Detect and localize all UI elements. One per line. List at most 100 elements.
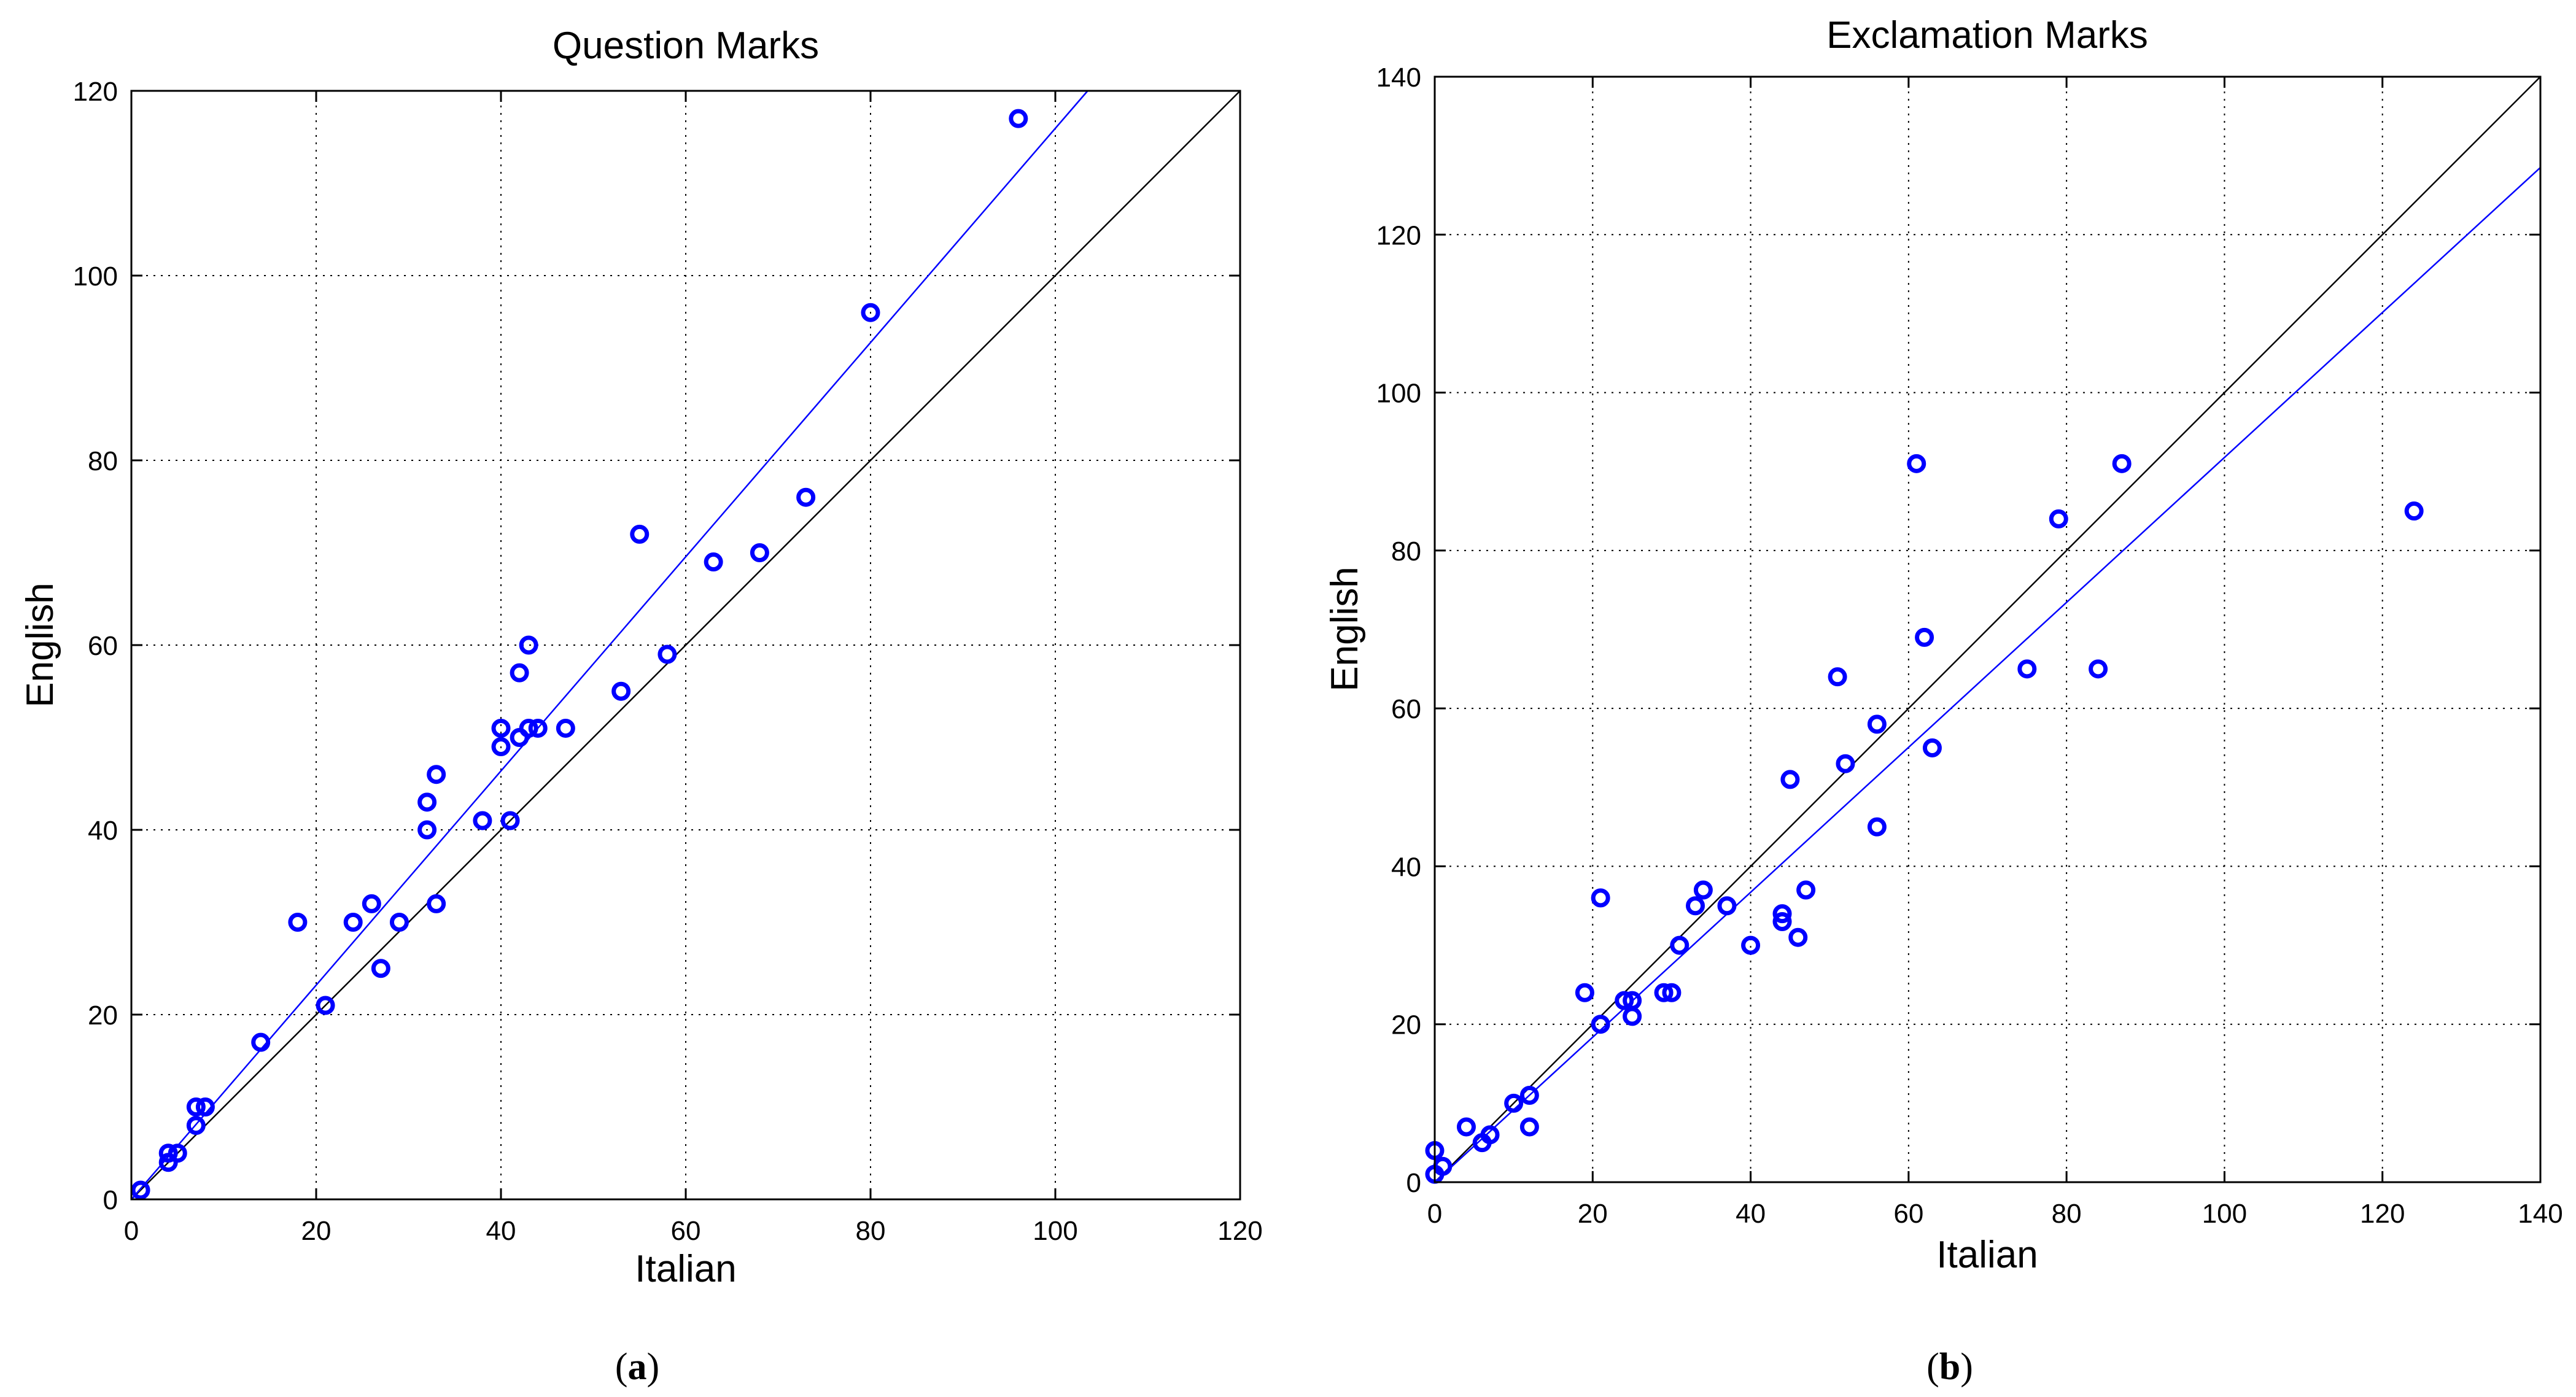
data-point (1788, 927, 1808, 947)
data-point (1796, 880, 1816, 900)
x-tick-label: 140 (2518, 1199, 2562, 1229)
caption-letter: b (1939, 1346, 1960, 1388)
y-tick-label: 120 (73, 77, 118, 107)
data-point (519, 718, 538, 738)
y-tick-label: 140 (1376, 63, 1421, 93)
x-tick-label: 120 (1217, 1216, 1262, 1246)
data-point (611, 681, 631, 701)
data-point (1519, 1117, 1539, 1137)
y-tick-label: 100 (1376, 379, 1421, 409)
x-axis-label: Italian (1936, 1234, 2038, 1276)
x-tick-label: 60 (671, 1216, 701, 1246)
data-point (427, 765, 446, 784)
x-tick-label: 0 (124, 1216, 139, 1246)
data-point (2089, 659, 2108, 679)
data-point (1717, 896, 1737, 916)
data-point (861, 303, 880, 322)
y-tick-label: 100 (73, 261, 118, 292)
data-point (1480, 1125, 1500, 1145)
caption-open: ( (1926, 1346, 1939, 1388)
x-tick-label: 100 (2202, 1199, 2247, 1229)
data-point (1772, 904, 1792, 924)
data-point (1907, 454, 1926, 473)
panel-question-marks: Question Marks 0 20 40 60 80 100 120 0 20 40 60 80 1… (19, 25, 1263, 1388)
data-point (158, 1144, 178, 1163)
y-tick-label: 0 (103, 1185, 118, 1215)
data-point (491, 737, 511, 757)
x-tick-label: 20 (1578, 1199, 1608, 1229)
data-point (1575, 983, 1594, 1002)
y-tick-label: 40 (1391, 852, 1421, 882)
data-point (1828, 667, 1847, 687)
data-point (1591, 1015, 1610, 1034)
caption-close: ) (647, 1346, 660, 1388)
x-axis-label: Italian (635, 1248, 736, 1290)
data-point (519, 635, 538, 655)
caption-close: ) (1960, 1346, 1973, 1388)
data-point (1670, 935, 1690, 955)
y-tick-label: 80 (88, 446, 118, 476)
y-tick-label: 60 (88, 631, 118, 661)
data-point (195, 1097, 215, 1116)
y-tick-label: 80 (1391, 536, 1421, 567)
data-point (1693, 880, 1713, 900)
data-point (528, 718, 548, 738)
chart-title: Exclamation Marks (1826, 14, 2148, 56)
data-point (1780, 770, 1800, 789)
data-point (1591, 888, 1610, 908)
data-point (417, 792, 437, 812)
data-point (1654, 983, 1674, 1002)
fit-line (1434, 167, 2541, 1183)
data-point (2404, 501, 2424, 521)
data-point (750, 543, 769, 562)
data-point (1867, 817, 1887, 837)
data-point (389, 913, 409, 932)
y-tick-label: 20 (88, 1000, 118, 1031)
x-tick-label: 100 (1033, 1216, 1077, 1246)
data-point (343, 913, 363, 932)
data-point (1615, 991, 1634, 1010)
x-tick-label: 60 (1893, 1199, 1923, 1229)
data-point (1504, 1093, 1524, 1113)
y-tick-label: 60 (1391, 694, 1421, 724)
y-axis-label: English (19, 582, 61, 707)
data-point (1922, 738, 1942, 757)
x-tick-label: 20 (301, 1216, 332, 1246)
data-point (1519, 1085, 1539, 1105)
data-point (2017, 659, 2037, 679)
data-point (1623, 991, 1642, 1010)
plot-frame (130, 90, 1241, 1201)
panel-caption: (b) (1926, 1346, 1973, 1388)
x-tick-label: 40 (1736, 1199, 1766, 1229)
plot-frame (1433, 75, 2542, 1183)
data-point (2112, 454, 2132, 473)
identity-line (131, 90, 1241, 1200)
data-point (362, 894, 381, 913)
data-point (473, 811, 492, 830)
data-point (1662, 983, 1682, 1002)
y-tick-label: 120 (1376, 220, 1421, 250)
data-point (796, 487, 816, 507)
y-tick-label: 0 (1406, 1168, 1421, 1198)
data-point (427, 894, 446, 913)
data-point (186, 1116, 206, 1136)
caption-open: ( (615, 1346, 628, 1388)
data-point (417, 820, 437, 840)
x-tick-label: 0 (1427, 1199, 1442, 1229)
y-tick-label: 40 (88, 816, 118, 846)
data-point (491, 718, 511, 738)
caption-letter: a (628, 1346, 647, 1388)
panel-exclamation-marks: Exclamation Marks 0 20 40 60 80 100 120 140 0 20 4… (1324, 14, 2563, 1388)
data-point (316, 996, 335, 1015)
data-point (556, 718, 575, 738)
data-point (704, 552, 723, 572)
x-tick-label: 80 (856, 1216, 886, 1246)
x-tick-label: 120 (2360, 1199, 2405, 1229)
data-point (168, 1144, 187, 1163)
data-point (371, 959, 390, 978)
data-point (131, 1180, 150, 1200)
x-tick-label: 40 (486, 1216, 516, 1246)
data-point (186, 1097, 206, 1116)
data-point (1686, 896, 1705, 916)
